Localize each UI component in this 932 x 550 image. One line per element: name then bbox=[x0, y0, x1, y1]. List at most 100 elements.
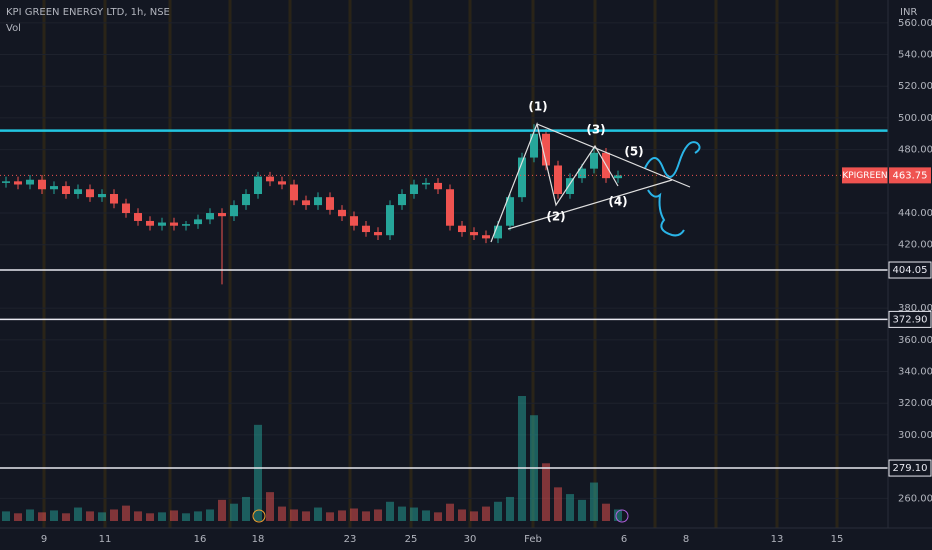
volume-bar bbox=[38, 512, 46, 521]
volume-bar bbox=[218, 499, 226, 521]
candle-body bbox=[86, 189, 94, 198]
y-tick-label: 360.00 bbox=[898, 335, 932, 346]
y-tick-label: 500.00 bbox=[898, 113, 932, 124]
event-icon[interactable] bbox=[615, 509, 629, 523]
volume-bar bbox=[506, 496, 514, 521]
level-tag bbox=[888, 261, 932, 279]
x-tick-label: 11 bbox=[99, 534, 112, 545]
candle-body bbox=[74, 189, 82, 195]
volume-bar bbox=[2, 511, 10, 521]
volume-bar bbox=[326, 512, 334, 521]
x-tick-label: 30 bbox=[464, 534, 477, 545]
volume-bar bbox=[122, 505, 130, 521]
candle-body bbox=[506, 197, 514, 226]
x-tick-label: Feb bbox=[524, 534, 542, 545]
candle-body bbox=[470, 232, 478, 236]
level-tag bbox=[888, 459, 932, 477]
candle-body bbox=[458, 225, 466, 233]
candle-body bbox=[206, 213, 214, 220]
candle-body bbox=[362, 225, 370, 233]
y-tick-label: 420.00 bbox=[898, 240, 932, 251]
volume-bar bbox=[134, 511, 142, 521]
dividend-icon[interactable] bbox=[252, 509, 266, 523]
volume-bar bbox=[554, 487, 562, 521]
candle-body bbox=[530, 133, 538, 158]
wave-label: (2) bbox=[546, 210, 565, 224]
volume-bar bbox=[278, 506, 286, 521]
volume-bar bbox=[362, 511, 370, 521]
volume-bar bbox=[146, 513, 154, 521]
last-price-name-tag bbox=[842, 167, 888, 184]
candle-body bbox=[398, 194, 406, 206]
level-tag bbox=[888, 310, 932, 328]
volume-bar bbox=[14, 513, 22, 521]
candle-body bbox=[266, 176, 274, 182]
volume-bar bbox=[194, 511, 202, 521]
volume-bar bbox=[614, 509, 622, 521]
volume-bar bbox=[542, 463, 550, 521]
volume-bar bbox=[518, 396, 526, 521]
candle-body bbox=[482, 235, 490, 239]
projection-scribble bbox=[644, 141, 701, 237]
candle-body bbox=[38, 179, 46, 190]
candle-body bbox=[254, 176, 262, 195]
volume-bar bbox=[314, 507, 322, 521]
candle-body bbox=[374, 232, 382, 236]
candle-body bbox=[302, 200, 310, 206]
last-price-name: KPIGREEN bbox=[842, 171, 887, 181]
wave-label: (1) bbox=[528, 100, 547, 114]
candle-body bbox=[614, 175, 622, 179]
x-tick-label: 13 bbox=[771, 534, 784, 545]
volume-bar bbox=[110, 509, 118, 521]
y-tick-label: 520.00 bbox=[898, 81, 932, 92]
volume-bar bbox=[350, 508, 358, 521]
volume-bar bbox=[602, 503, 610, 521]
volume-bar bbox=[206, 509, 214, 521]
y-tick-label: 320.00 bbox=[898, 398, 932, 409]
y-tick-label: 340.00 bbox=[898, 367, 932, 378]
volume-bar bbox=[338, 510, 346, 521]
pattern-lines bbox=[490, 121, 691, 243]
volume-bar bbox=[482, 506, 490, 521]
chart-title: KPI GREEN ENERGY LTD, 1h, NSE bbox=[6, 7, 170, 18]
candle-body bbox=[98, 194, 106, 198]
candle-body bbox=[62, 186, 70, 195]
level-label: 372.90 bbox=[893, 314, 928, 325]
volume-bar bbox=[266, 492, 274, 521]
candle-body bbox=[290, 184, 298, 201]
volume-bar bbox=[254, 424, 262, 521]
last-price-tag bbox=[889, 167, 931, 184]
x-tick-label: 15 bbox=[831, 534, 844, 545]
x-tick-label: 23 bbox=[344, 534, 357, 545]
volume-bar bbox=[50, 510, 58, 521]
x-tick-label: 8 bbox=[683, 534, 689, 545]
last-price-label: 463.75 bbox=[893, 170, 928, 181]
candle-body bbox=[542, 133, 550, 166]
candle-body bbox=[2, 181, 10, 183]
volume-bar bbox=[566, 494, 574, 521]
candle-body bbox=[26, 179, 34, 185]
candle-body bbox=[194, 219, 202, 225]
volume-bar bbox=[386, 501, 394, 521]
candle-body bbox=[278, 181, 286, 185]
candle-body bbox=[182, 224, 190, 226]
y-tick-label: 480.00 bbox=[898, 145, 932, 156]
candle-body bbox=[422, 182, 430, 185]
candle-body bbox=[146, 220, 154, 226]
wave-label: (4) bbox=[608, 195, 627, 209]
volume-bar bbox=[422, 510, 430, 521]
y-tick-label: 560.00 bbox=[898, 18, 932, 29]
volume-bar bbox=[74, 507, 82, 521]
volume-bar bbox=[86, 511, 94, 521]
volume-bar bbox=[470, 511, 478, 521]
volume-bar bbox=[230, 503, 238, 521]
level-label: 404.05 bbox=[893, 265, 928, 276]
candle-body bbox=[134, 213, 142, 221]
y-tick-label: 380.00 bbox=[898, 303, 932, 314]
candle-body bbox=[326, 197, 334, 210]
candle-body bbox=[554, 165, 562, 195]
volume-bar bbox=[302, 511, 310, 521]
y-tick-label: 300.00 bbox=[898, 430, 932, 441]
volume-bar bbox=[158, 512, 166, 521]
